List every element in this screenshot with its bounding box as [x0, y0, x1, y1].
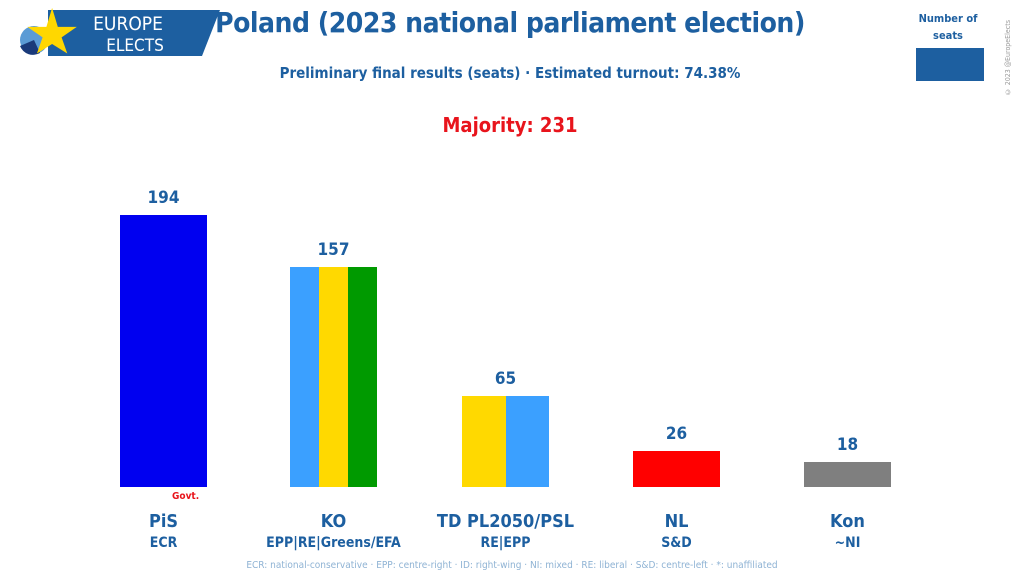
data-label: 157: [317, 239, 350, 260]
chart-title: Poland (2023 national parliament electio…: [215, 6, 805, 39]
bar-td-pl2050-psl-segment: [505, 395, 549, 487]
group-label: ECR: [149, 535, 178, 551]
data-label: 18: [836, 434, 859, 455]
svg-text:ELECTS: ELECTS: [106, 36, 164, 56]
majority-annotation: Majority: 231: [442, 113, 578, 137]
group-label: S&D: [661, 535, 692, 551]
bar-ko-segment: [319, 266, 348, 487]
bar-pis-segment: [120, 215, 207, 487]
category-label: NL: [664, 511, 689, 532]
europe-elects-logo: EUROPE ELECTS: [10, 7, 220, 56]
bar-kon-segment: [804, 461, 891, 487]
category-label: TD PL2050/PSL: [436, 511, 575, 532]
bar-td-pl2050-psl-segment: [462, 395, 506, 487]
data-label: 194: [147, 188, 180, 208]
data-label: 26: [665, 423, 688, 444]
copyright: © 2023 @EuropeElects: [1004, 20, 1012, 96]
category-label: Kon: [830, 511, 865, 532]
bar-ko-segment: [348, 266, 377, 487]
group-label: RE|EPP: [480, 535, 531, 551]
bar-nl-segment: [633, 450, 720, 487]
chart-subtitle: Preliminary final results (seats) · Esti…: [279, 64, 741, 82]
data-label: 65: [494, 368, 517, 389]
bar-ko-segment: [290, 266, 319, 487]
group-label: ~NI: [834, 535, 861, 551]
category-label: KO: [320, 511, 347, 532]
govt-label: Govt.: [172, 491, 200, 502]
svg-text:EUROPE: EUROPE: [93, 13, 163, 35]
group-label: EPP|RE|Greens/EFA: [266, 535, 401, 551]
category-label: PiS: [148, 511, 179, 532]
footnote: ECR: national-conservative · EPP: centre…: [246, 560, 778, 571]
legend-label: Number of seats: [918, 12, 978, 42]
legend-swatch: [916, 48, 984, 81]
